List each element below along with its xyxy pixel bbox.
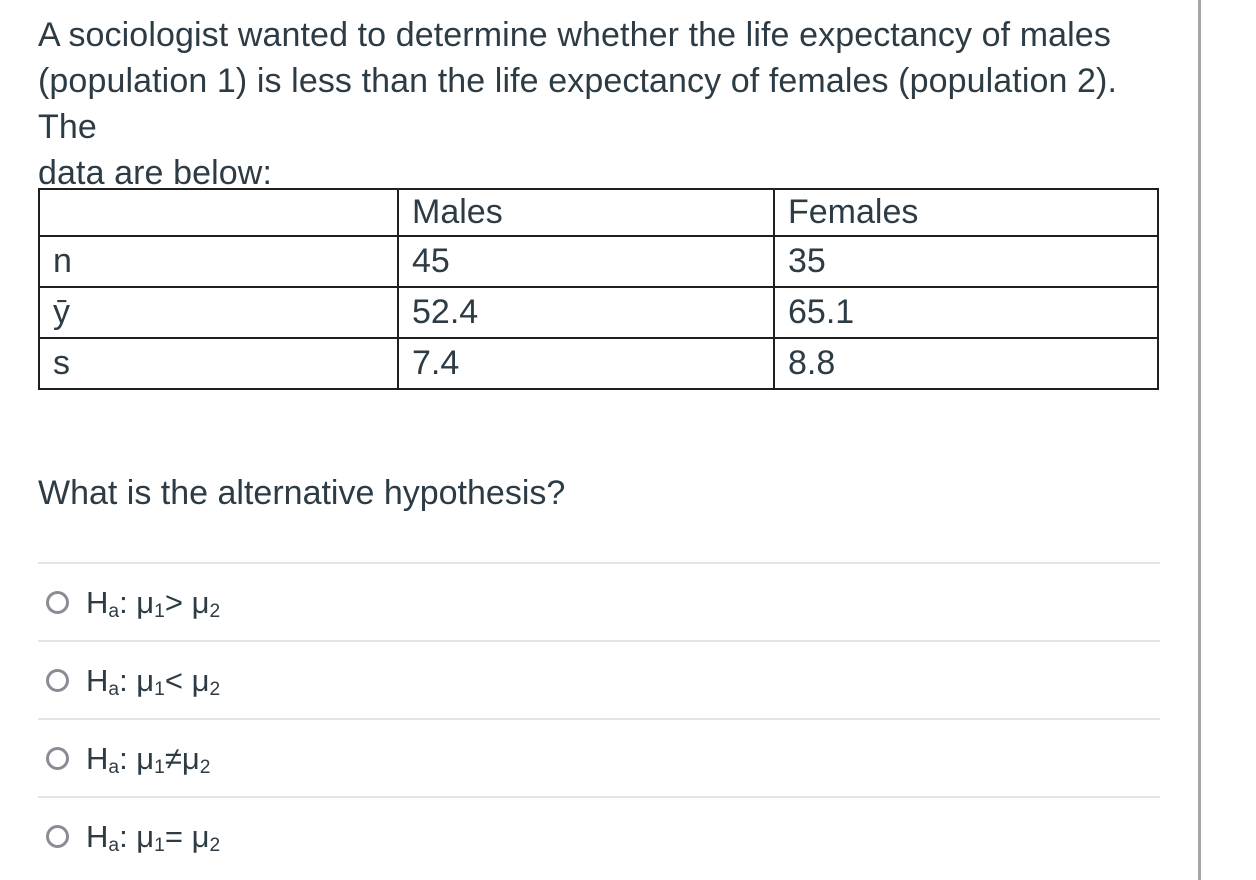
row-label-s: s bbox=[38, 337, 399, 390]
table-row-s: s 7.4 8.8 bbox=[38, 337, 1159, 390]
content-right-border bbox=[1198, 0, 1201, 880]
answer-option-3[interactable]: Ha: μ1≠μ2 bbox=[38, 718, 1160, 796]
cell-s-females: 8.8 bbox=[773, 337, 1159, 390]
answer-option-2[interactable]: Ha: μ1< μ2 bbox=[38, 640, 1160, 718]
option-label: Ha: μ1= μ2 bbox=[86, 818, 221, 857]
answer-option-4[interactable]: Ha: μ1= μ2 bbox=[38, 796, 1160, 874]
cell-ybar-males: 52.4 bbox=[397, 286, 775, 339]
table-row-n: n 45 35 bbox=[38, 235, 1159, 288]
question-text-line: data are below: bbox=[38, 154, 272, 192]
option-label: Ha: μ1≠μ2 bbox=[86, 740, 211, 779]
table-header-blank bbox=[38, 188, 399, 237]
cell-n-males: 45 bbox=[397, 235, 775, 288]
radio-button-icon[interactable] bbox=[46, 746, 69, 770]
question-text: A sociologist wanted to determine whethe… bbox=[38, 12, 1168, 196]
answer-option-1[interactable]: Ha: μ1> μ2 bbox=[38, 562, 1160, 640]
cell-s-males: 7.4 bbox=[397, 337, 775, 390]
option-label: Ha: μ1< μ2 bbox=[86, 662, 221, 701]
option-label: Ha: μ1> μ2 bbox=[86, 584, 221, 623]
radio-button-icon[interactable] bbox=[46, 668, 69, 692]
data-table: Males Females n 45 35 ȳ 52.4 65.1 s 7.4 … bbox=[38, 188, 1159, 390]
radio-button-icon[interactable] bbox=[46, 824, 69, 848]
table-header-row: Males Females bbox=[38, 188, 1159, 237]
row-label-n: n bbox=[38, 235, 399, 288]
table-header-males: Males bbox=[397, 188, 775, 237]
answer-options: Ha: μ1> μ2 Ha: μ1< μ2 Ha: μ1≠μ2 Ha: μ1= … bbox=[38, 562, 1160, 874]
table-header-females: Females bbox=[773, 188, 1159, 237]
cell-n-females: 35 bbox=[773, 235, 1159, 288]
question-text-line: A sociologist wanted to determine whethe… bbox=[38, 16, 1111, 54]
table-row-ybar: ȳ 52.4 65.1 bbox=[38, 286, 1159, 339]
row-label-ybar: ȳ bbox=[38, 286, 399, 339]
prompt-text: What is the alternative hypothesis? bbox=[38, 474, 566, 512]
question-text-line: (population 1) is less than the life exp… bbox=[38, 62, 1118, 146]
cell-ybar-females: 65.1 bbox=[773, 286, 1159, 339]
radio-button-icon[interactable] bbox=[46, 590, 69, 614]
